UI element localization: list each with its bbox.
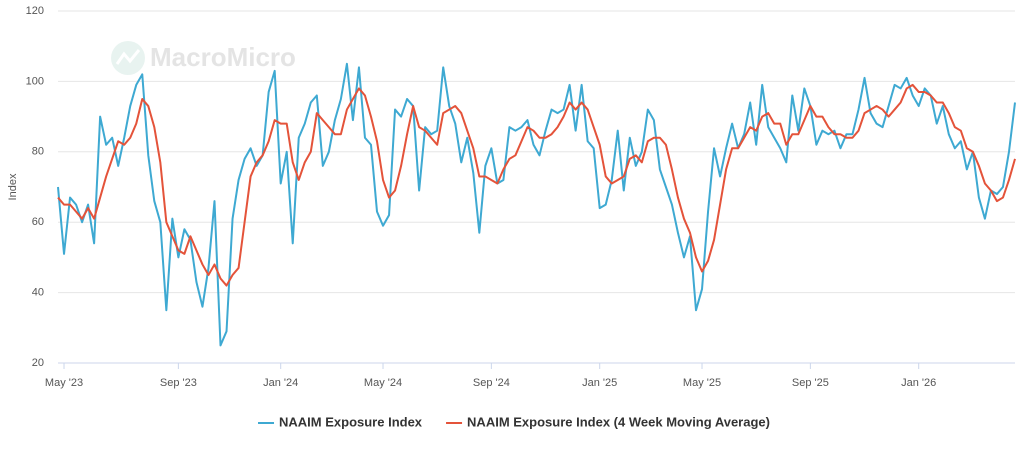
x-tick-label: Jan '24	[263, 377, 298, 389]
x-tick-label: Sep '25	[792, 377, 829, 389]
watermark-logo-line	[115, 49, 141, 65]
legend-text: NAAIM Exposure Index (4 Week Moving Aver…	[467, 414, 770, 429]
watermark: MacroMicro	[111, 41, 296, 75]
y-tick-label: 20	[32, 357, 44, 369]
y-tick-label: 120	[26, 5, 44, 17]
x-tick-label: May '24	[364, 377, 402, 389]
y-axis-label: Index	[7, 173, 19, 200]
y-tick-label: 80	[32, 146, 44, 158]
legend-item: NAAIM Exposure Index (4 Week Moving Aver…	[446, 414, 770, 429]
y-tick-label: 40	[32, 287, 44, 299]
x-tick-label: May '23	[45, 377, 83, 389]
x-tick-label: Jan '25	[582, 377, 617, 389]
legend-text: NAAIM Exposure Index	[279, 414, 423, 429]
series-line	[57, 62, 1016, 347]
legend: NAAIM Exposure Index NAAIM Exposure Index…	[258, 414, 770, 429]
y-tick-label: 60	[32, 216, 44, 228]
x-tick-label: Sep '23	[160, 377, 197, 389]
x-tick-label: Sep '24	[473, 377, 510, 389]
y-tick-label: 100	[26, 75, 44, 87]
series-line	[57, 83, 1016, 287]
watermark-text: MacroMicro	[150, 42, 296, 72]
x-tick-label: Jan '26	[901, 377, 936, 389]
x-tick-label: May '25	[683, 377, 721, 389]
legend-item: NAAIM Exposure Index	[258, 414, 423, 429]
